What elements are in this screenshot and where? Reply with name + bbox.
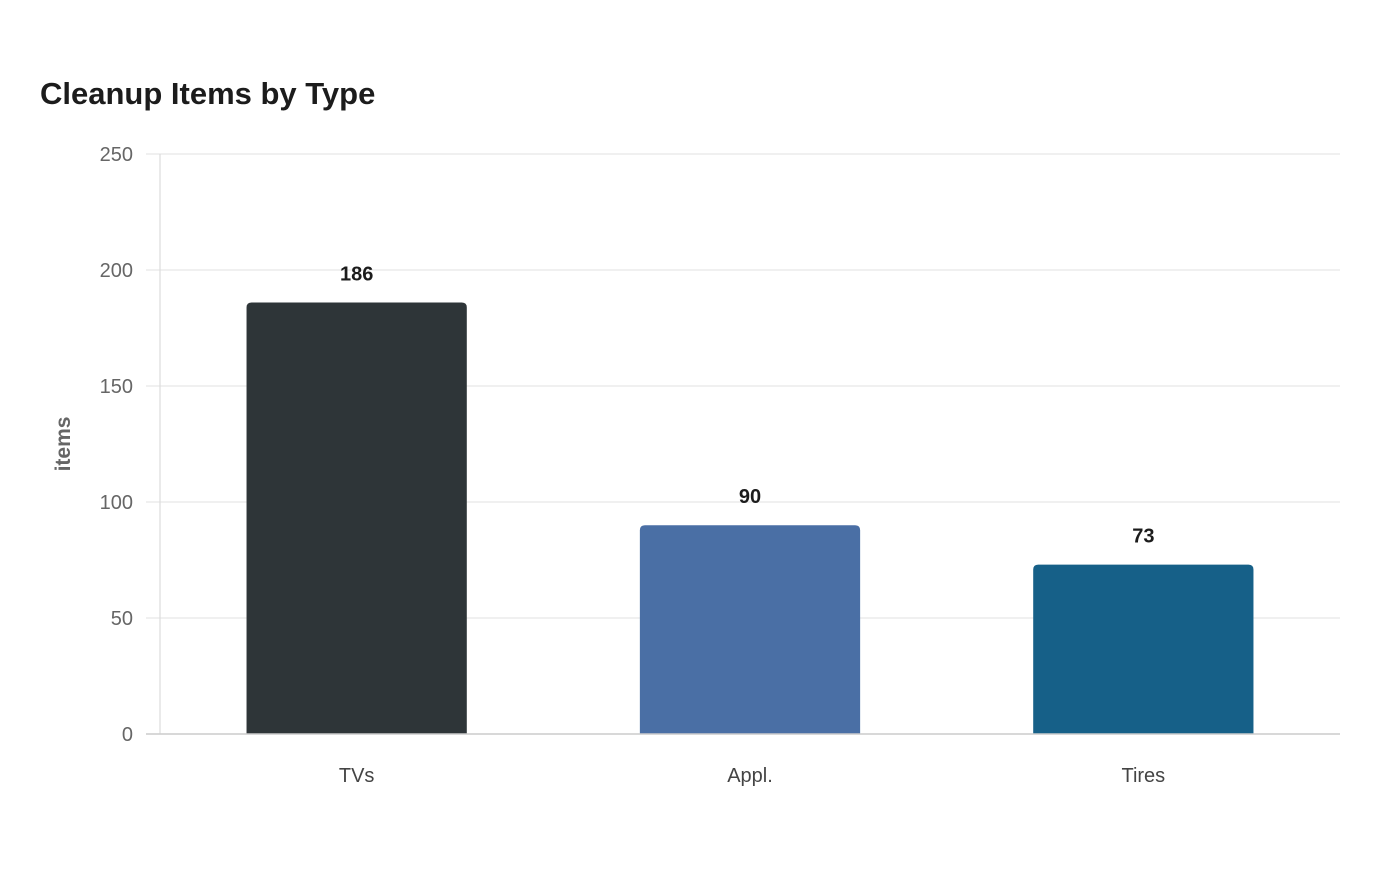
- x-tick-label: Appl.: [727, 765, 773, 787]
- bar-value-label: 186: [340, 263, 373, 285]
- y-axis-title: items: [52, 417, 75, 472]
- y-tick-label: 150: [100, 376, 133, 398]
- x-tick-label: TVs: [339, 765, 375, 787]
- bars: [246, 302, 1254, 734]
- bar-value-label: 73: [1132, 526, 1154, 548]
- y-tick-label: 250: [100, 144, 133, 166]
- value-labels: 186 90 73: [340, 263, 1154, 547]
- bar-appl: [639, 525, 861, 734]
- y-tick-label: 100: [100, 492, 133, 514]
- chart-title: Cleanup Items by Type: [40, 76, 376, 111]
- y-tick-label: 50: [111, 608, 133, 630]
- y-tick-label: 0: [122, 724, 133, 746]
- y-tick-label: 200: [100, 260, 133, 282]
- x-tick-label: Tires: [1121, 765, 1165, 787]
- y-axis-ticks: 0 50 100 150 200 250: [100, 144, 133, 746]
- x-axis-labels: TVs Appl. Tires: [339, 765, 1165, 787]
- bar-tires: [1033, 564, 1254, 734]
- bar-tvs: [246, 302, 467, 734]
- bar-value-label: 90: [739, 486, 761, 508]
